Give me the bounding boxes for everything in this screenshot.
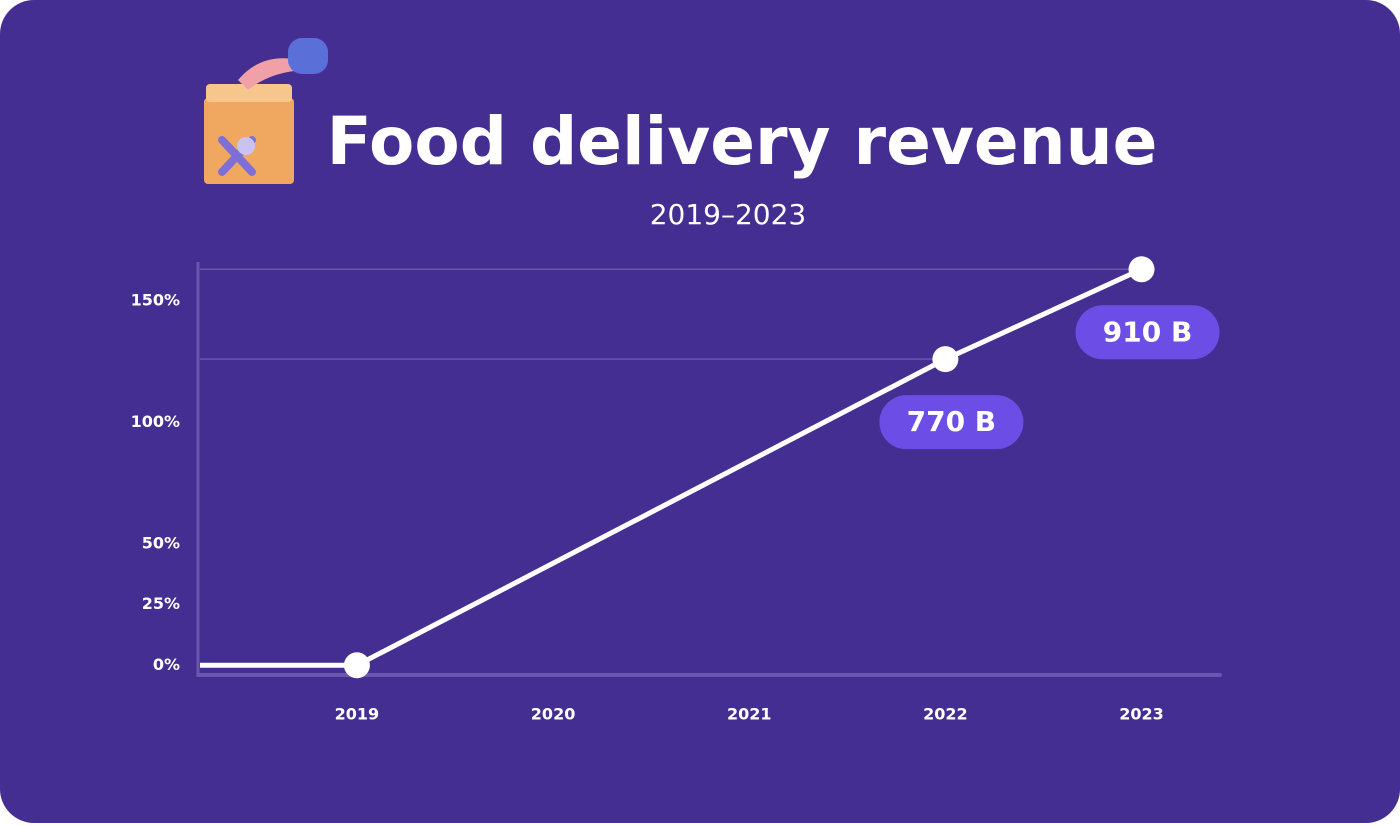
point-marker xyxy=(1128,256,1155,283)
x-tick-label: 2020 xyxy=(531,705,576,724)
annotation-pill xyxy=(1075,305,1220,360)
y-tick-label: 50% xyxy=(142,533,180,552)
x-tick-label: 2023 xyxy=(1119,705,1164,724)
y-tick-label: 100% xyxy=(131,412,180,431)
annotation-label: 770 B xyxy=(907,405,997,438)
x-tick-label: 2022 xyxy=(923,705,968,724)
y-tick-label: 150% xyxy=(131,290,180,309)
point-marker xyxy=(343,652,370,679)
y-tick-label: 25% xyxy=(142,594,180,613)
chart-subtitle: 2019–2023 xyxy=(650,198,807,231)
chart-title: Food delivery revenue xyxy=(327,103,1158,180)
point-marker xyxy=(932,346,959,373)
annotation-pill xyxy=(879,395,1024,450)
x-tick-label: 2021 xyxy=(727,705,772,724)
bag-icon xyxy=(204,38,328,184)
x-tick-label: 2019 xyxy=(335,705,380,724)
annotation-label: 910 B xyxy=(1103,315,1193,348)
y-tick-label: 0% xyxy=(153,655,180,674)
